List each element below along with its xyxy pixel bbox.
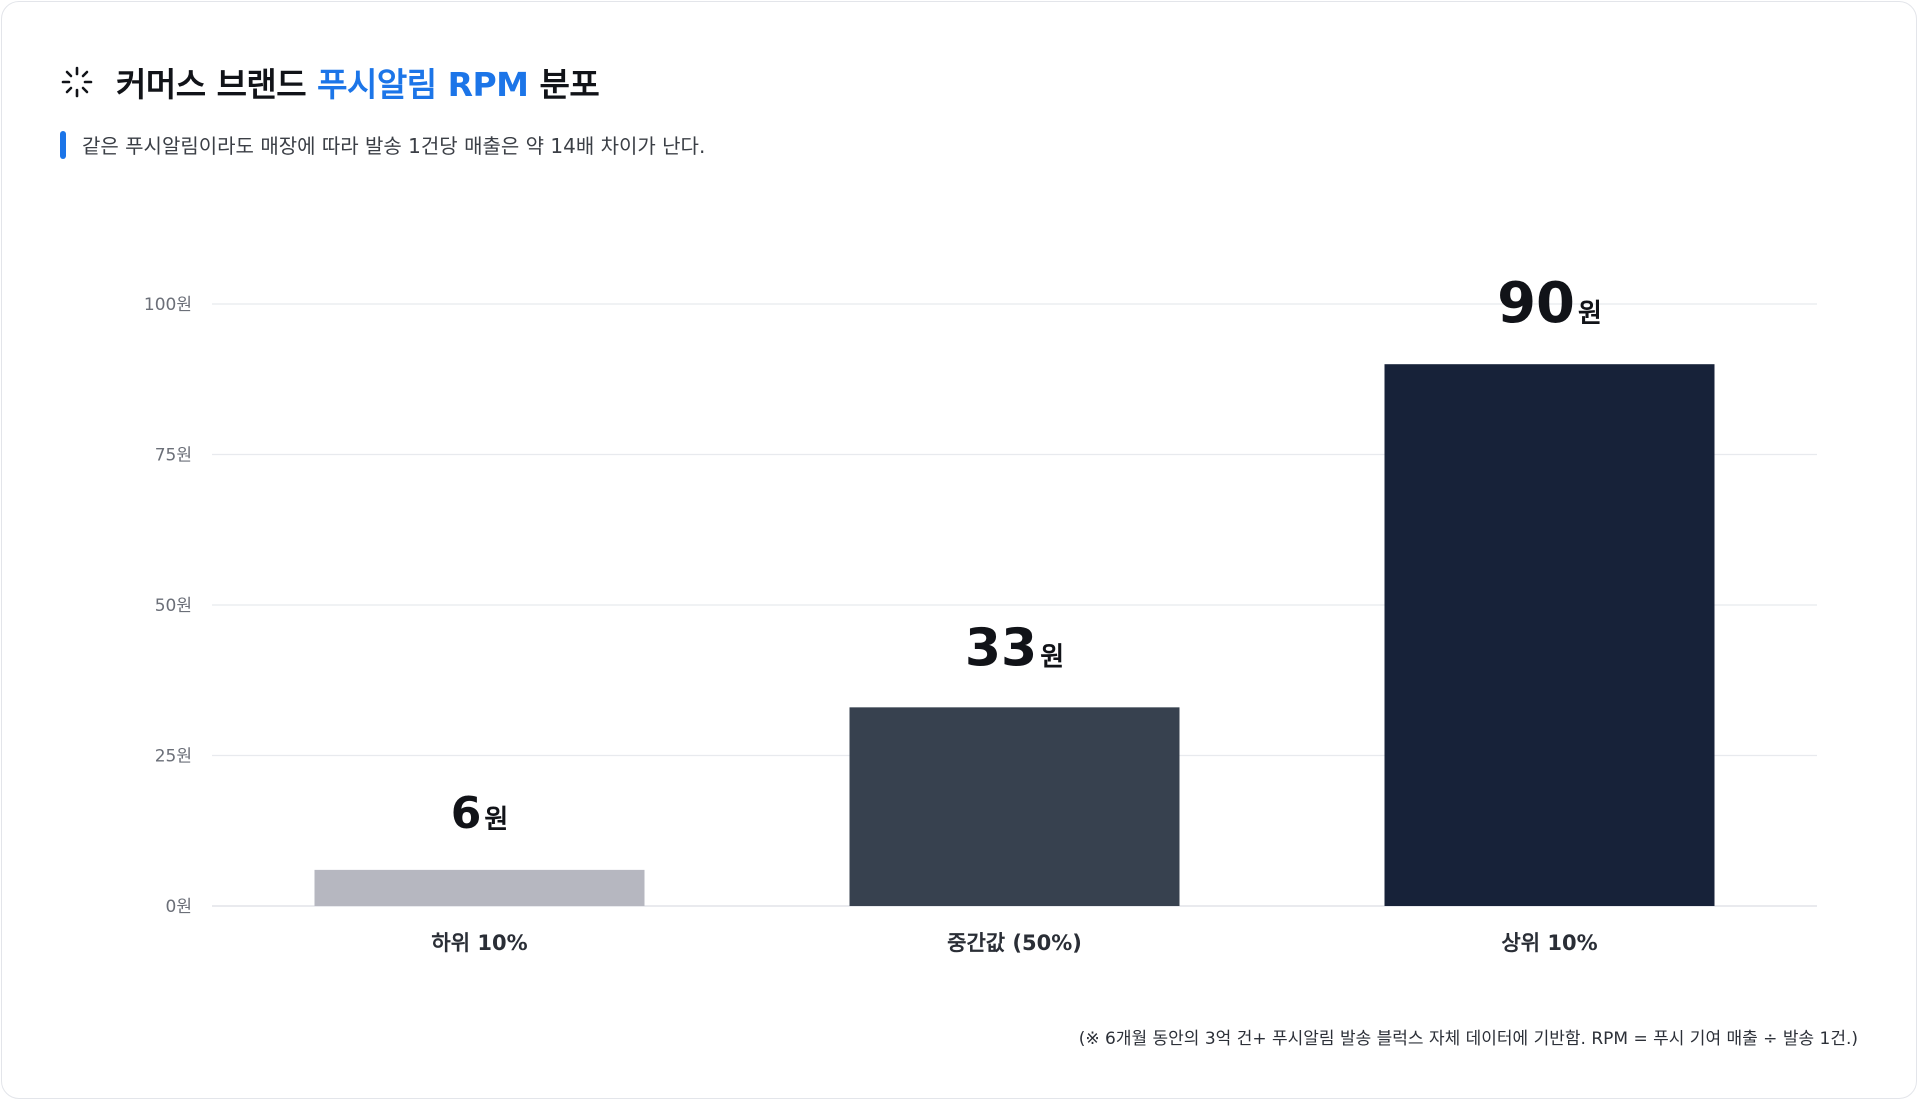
x-tick-label: 중간값 (50%) — [947, 931, 1082, 955]
subtitle-block: 같은 푸시알림이라도 매장에 따라 발송 1건당 매출은 약 14배 차이가 난… — [60, 130, 705, 159]
subtitle: 같은 푸시알림이라도 매장에 따라 발송 1건당 매출은 약 14배 차이가 난… — [82, 134, 706, 158]
y-tick-label: 0원 — [166, 897, 192, 917]
y-tick-label: 25원 — [155, 747, 192, 767]
y-tick-label: 50원 — [155, 596, 192, 616]
bar — [1384, 364, 1715, 906]
page-title: 커머스 브랜드 푸시알림 RPM 분포 — [116, 65, 600, 104]
bar — [849, 707, 1180, 906]
chart-header: 커머스 브랜드 푸시알림 RPM 분포 — [60, 58, 600, 106]
title-accent: 푸시알림 RPM — [317, 65, 529, 104]
data-label: 33 원 — [965, 618, 1064, 678]
data-label: 90 원 — [1497, 271, 1602, 336]
y-tick-label: 100원 — [144, 295, 192, 315]
subtitle-accent-bar — [60, 130, 66, 159]
bar — [314, 869, 645, 906]
y-tick-label: 75원 — [155, 446, 192, 466]
spark-icon — [61, 66, 93, 98]
footnote: (※ 6개월 동안의 3억 건+ 푸시알림 발송 블럭스 자체 데이터에 기반함… — [1078, 1029, 1858, 1049]
x-tick-label: 상위 10% — [1501, 931, 1597, 955]
x-tick-label: 하위 10% — [431, 931, 527, 955]
